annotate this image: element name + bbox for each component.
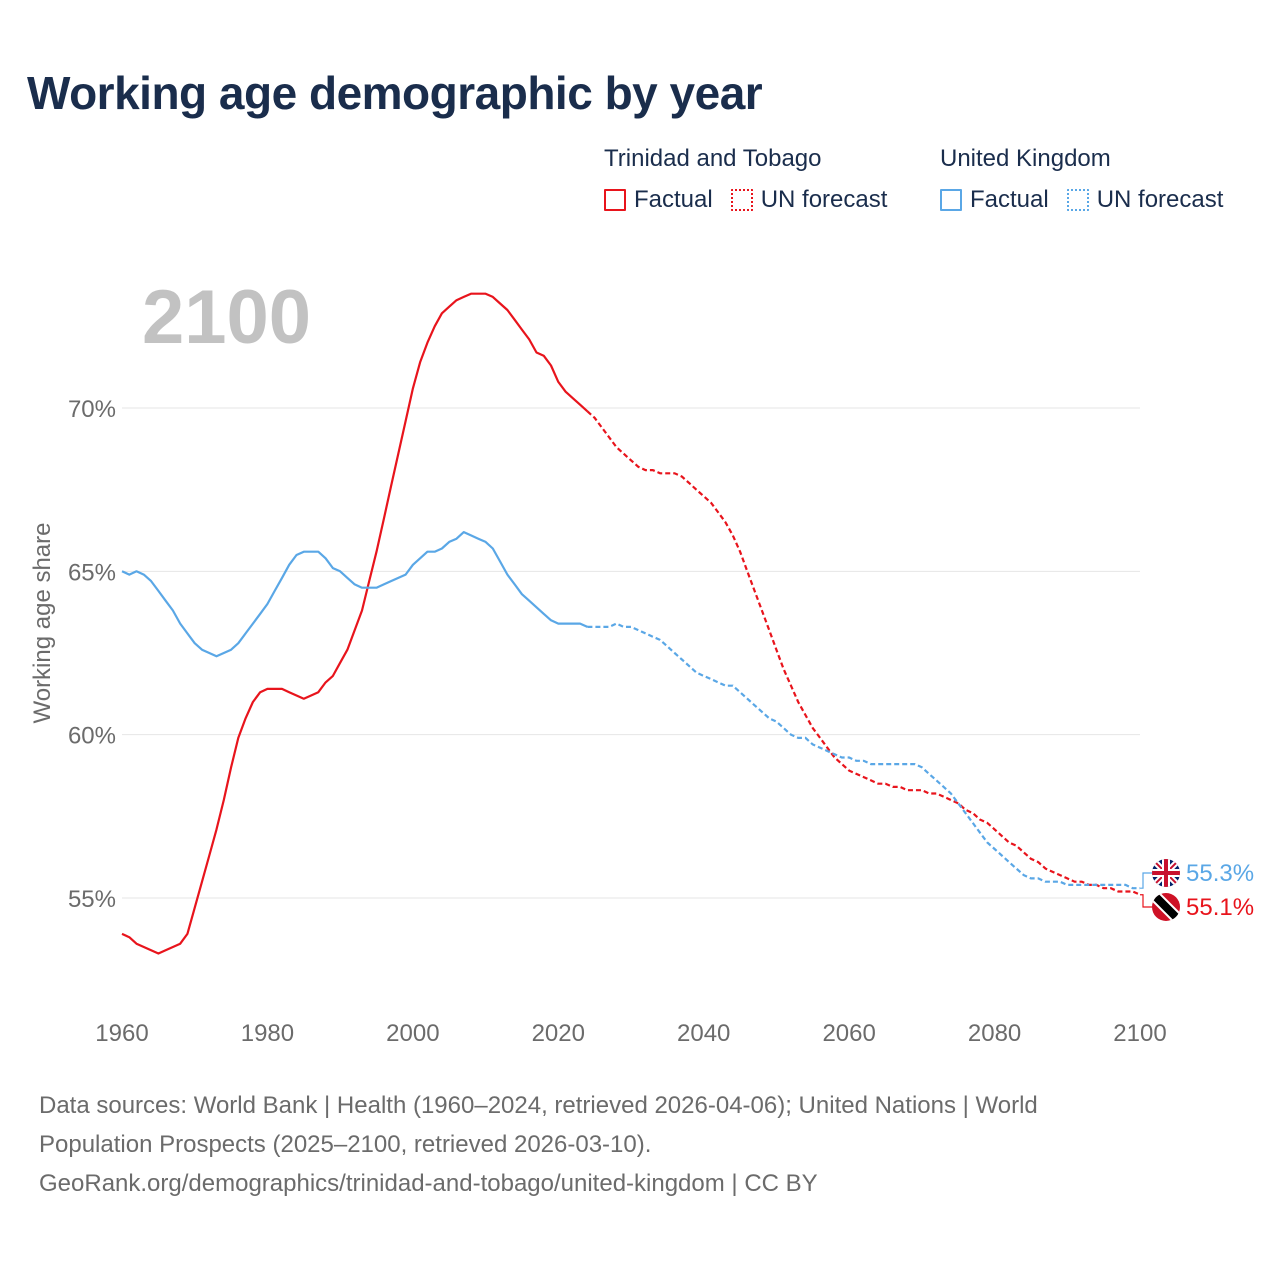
legend-label: UN forecast (1096, 186, 1224, 213)
series-line-factual-united-kingdom[interactable] (121, 531, 588, 658)
x-tick-label: 2100 (1113, 1020, 1166, 1047)
legend-swatch-dotted (730, 189, 753, 211)
y-tick-label: 55% (68, 886, 116, 913)
grid-layer (122, 407, 1140, 899)
x-tick-label: 1980 (241, 1020, 294, 1047)
end-label-united-kingdom: 55.3% (1186, 860, 1254, 887)
connector-trinidad-and-tobago (1140, 894, 1152, 908)
chart-title: Working age demographic by year (27, 67, 763, 119)
legend-group-trinidad-and-tobago: Trinidad and Tobago Factual UN forecast (604, 144, 887, 214)
end-label-trinidad-and-tobago: 55.1% (1186, 894, 1254, 921)
legend-label: Factual (970, 186, 1049, 213)
sources-line: Population Prospects (2025–2100, retriev… (39, 1131, 652, 1158)
legend-item-tt-factual[interactable]: Factual (604, 186, 713, 214)
legend-label: UN forecast (760, 186, 888, 213)
legend-swatch-solid (940, 189, 962, 211)
legend-group-name: Trinidad and Tobago (604, 145, 822, 172)
x-tick-label: 2080 (968, 1020, 1021, 1047)
year-watermark: 2100 (142, 275, 311, 360)
y-tick-label: 65% (68, 559, 116, 586)
series-line-forecast-united-kingdom[interactable] (587, 622, 1140, 890)
legend-item-tt-forecast[interactable]: UN forecast (730, 186, 888, 214)
data-sources: Data sources: World Bank | Health (1960–… (39, 1086, 1239, 1203)
series-line-forecast-trinidad-and-tobago[interactable] (586, 410, 1141, 896)
legend-swatch-solid (604, 189, 626, 211)
trinidad-and-tobago-flag-icon (1152, 893, 1180, 921)
x-tick-label: 2060 (822, 1020, 875, 1047)
x-tick-label: 1960 (95, 1020, 148, 1047)
y-tick-label: 70% (68, 396, 116, 423)
x-axis: 1960 1980 2000 2020 2040 2060 2080 2100 (95, 1020, 1166, 1047)
connector-united-kingdom (1140, 872, 1152, 889)
sources-line: Data sources: World Bank | Health (1960–… (39, 1092, 1038, 1119)
x-tick-label: 2000 (386, 1020, 439, 1047)
legend-label: Factual (634, 186, 713, 213)
y-axis: 55% 60% 65% 70% (68, 396, 116, 913)
series-layer (121, 292, 1141, 955)
legend-group-name: United Kingdom (940, 145, 1111, 172)
y-tick-label: 60% (68, 723, 116, 750)
united-kingdom-flag-icon (1152, 859, 1180, 887)
sources-attribution: GeoRank.org/demographics/trinidad-and-to… (39, 1170, 818, 1197)
legend-swatch-dotted (1066, 189, 1089, 211)
y-axis-label: Working age share (29, 523, 56, 724)
series-line-factual-trinidad-and-tobago[interactable] (121, 292, 589, 955)
x-tick-label: 2040 (677, 1020, 730, 1047)
line-chart: 2100 55% 60% 65% 70% 1960 1980 2000 2020 2040 20… (29, 275, 1254, 1047)
end-label-connectors (1140, 872, 1152, 908)
legend-item-uk-forecast[interactable]: UN forecast (1066, 186, 1224, 214)
x-tick-label: 2020 (532, 1020, 585, 1047)
legend-item-uk-factual[interactable]: Factual (940, 186, 1049, 214)
legend-group-united-kingdom: United Kingdom Factual UN forecast (940, 144, 1223, 214)
